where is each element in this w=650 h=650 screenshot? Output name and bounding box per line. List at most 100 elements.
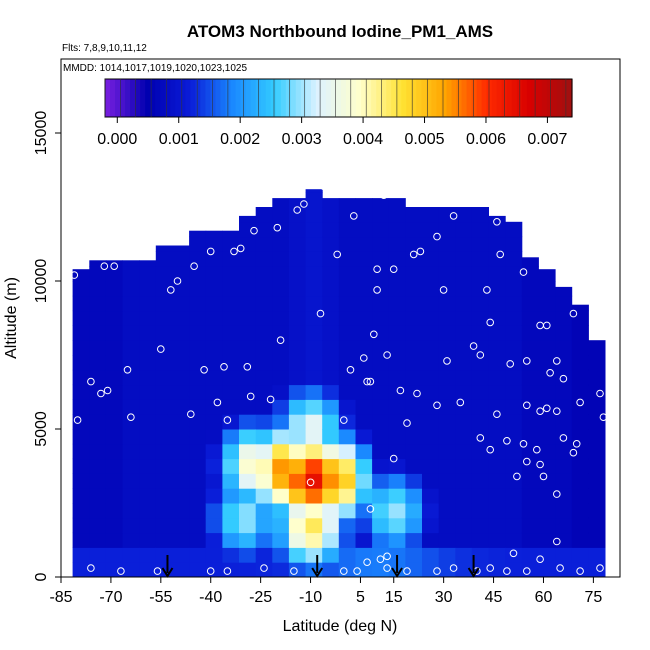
- sample-point: [383, 351, 391, 359]
- heat-cell: [521, 369, 539, 386]
- heat-cell: [388, 198, 406, 208]
- heat-cell: [471, 517, 489, 534]
- sample-point: [413, 389, 421, 398]
- heat-cell: [571, 503, 589, 519]
- heat-cell: [272, 429, 290, 445]
- sample-point: [340, 416, 348, 424]
- heat-cell: [322, 266, 340, 282]
- heat-cell: [322, 562, 340, 577]
- heat-cell: [205, 310, 223, 326]
- colorbar-segment: [280, 79, 287, 117]
- sample-point: [596, 564, 604, 572]
- heat-cell: [355, 473, 373, 489]
- heat-cell: [438, 310, 456, 326]
- heat-cell: [122, 532, 140, 548]
- sample-point: [243, 363, 252, 371]
- heat-cell: [588, 340, 606, 356]
- heat-cell: [105, 281, 123, 297]
- heat-cell: [172, 414, 190, 430]
- heat-cell: [555, 443, 573, 460]
- heat-cell: [255, 207, 273, 223]
- heat-cell: [239, 458, 257, 474]
- heat-cell: [222, 230, 240, 238]
- heat-cell: [172, 429, 190, 445]
- heat-cell: [72, 399, 90, 415]
- colorbar-segment: [531, 79, 538, 117]
- heat-cell: [588, 473, 606, 489]
- heat-cell: [155, 369, 173, 386]
- heat-cell: [422, 532, 440, 548]
- heat-cell: [338, 429, 356, 445]
- colorbar-tick-label: 0.001: [159, 131, 199, 148]
- sample-point: [483, 286, 491, 294]
- heat-cell: [521, 257, 539, 267]
- sample-point: [350, 212, 358, 220]
- heat-cell: [255, 473, 273, 489]
- heat-cell: [305, 369, 323, 386]
- heat-cell: [388, 429, 406, 445]
- heat-cell: [139, 266, 157, 282]
- heat-cell: [338, 221, 356, 238]
- heat-cell: [139, 429, 157, 445]
- heat-cell: [505, 325, 523, 341]
- heat-cell: [538, 355, 556, 371]
- heat-cell: [72, 429, 90, 445]
- sample-point: [61, 342, 69, 350]
- heat-cell: [288, 236, 306, 252]
- heat-cell: [288, 414, 306, 430]
- sample-point: [476, 351, 485, 359]
- sample-point: [533, 445, 541, 454]
- heat-cell: [105, 458, 123, 474]
- heat-cell: [72, 532, 90, 548]
- heat-cell: [338, 473, 356, 489]
- heat-cell: [72, 281, 90, 297]
- heat-cell: [388, 414, 406, 430]
- heat-cell: [505, 281, 523, 297]
- heat-cell: [255, 488, 273, 504]
- heat-cell: [538, 325, 556, 341]
- heat-cell: [239, 236, 257, 252]
- heat-cell: [189, 266, 207, 282]
- sample-point: [439, 286, 448, 294]
- heat-cell: [571, 304, 589, 312]
- heat-cell: [239, 310, 257, 326]
- heat-cell: [322, 443, 340, 460]
- heat-cell: [272, 414, 290, 430]
- colorbar-segment: [315, 79, 322, 117]
- heat-cell: [521, 429, 539, 445]
- sample-point: [572, 440, 581, 448]
- heat-cell: [438, 207, 456, 223]
- heat-cell: [305, 458, 323, 474]
- heat-cell: [422, 517, 440, 534]
- colorbar-segment: [135, 79, 141, 117]
- heat-cell: [189, 429, 207, 445]
- heat-cell: [288, 266, 306, 282]
- x-axis: -85 -70 -55 -40 -25 -10 5 15 30 45 60 75: [49, 577, 602, 606]
- heat-cell: [471, 295, 489, 312]
- sample-point: [523, 567, 531, 575]
- colorbar-segment: [431, 79, 437, 117]
- heat-cell: [239, 340, 257, 356]
- sample-point: [546, 369, 554, 377]
- heat-cell: [455, 414, 473, 430]
- sample-point: [469, 342, 478, 350]
- sample-point: [103, 386, 112, 395]
- heat-cell: [405, 325, 423, 341]
- heat-cell: [322, 236, 340, 252]
- sample-point: [509, 549, 518, 558]
- heat-cell: [388, 340, 406, 356]
- heat-cell: [422, 414, 440, 430]
- sample-point: [403, 419, 411, 427]
- heat-cell: [239, 266, 257, 282]
- heat-cell: [455, 251, 473, 267]
- sample-point: [506, 360, 515, 368]
- heat-cell: [105, 399, 123, 415]
- heat-cell: [405, 236, 423, 252]
- heat-cell: [471, 547, 489, 563]
- heat-cell: [172, 443, 190, 460]
- heat-cell: [438, 384, 456, 400]
- heat-cell: [89, 429, 107, 445]
- heat-cell: [405, 473, 423, 489]
- heat-cell: [89, 547, 107, 563]
- sample-point: [523, 357, 531, 365]
